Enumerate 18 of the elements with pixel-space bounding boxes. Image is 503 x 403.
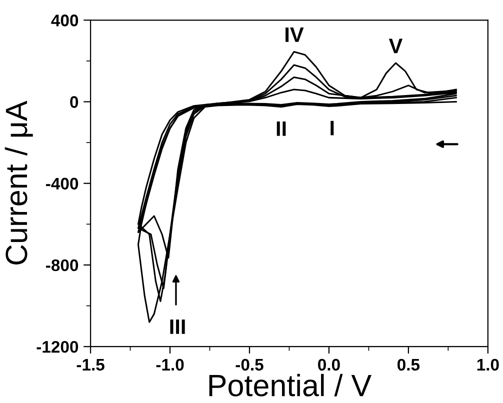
y-tick-label: -400 xyxy=(46,178,78,190)
x-tick-label: 0.5 xyxy=(398,358,420,371)
x-tick-label: 0.0 xyxy=(318,358,340,371)
y-tick-label: 0 xyxy=(70,96,78,108)
x-tick-label: -0.5 xyxy=(236,358,264,371)
x-tick-label: -1.0 xyxy=(156,358,184,371)
x-tick-label: -1.5 xyxy=(76,359,104,371)
y-tick-label: -1200 xyxy=(36,340,78,353)
annotation: III xyxy=(170,320,185,334)
annotation: II xyxy=(276,122,286,136)
annotation: I xyxy=(330,120,334,136)
x-axis-title: Potential / V xyxy=(209,374,372,396)
y-axis-title: Current / μA xyxy=(4,100,33,264)
y-tick-label: -800 xyxy=(46,259,78,272)
annotation: IV xyxy=(286,28,304,42)
annotation: V xyxy=(388,38,403,54)
y-tick-label: 400 xyxy=(51,14,78,26)
x-tick-label: 1.0 xyxy=(477,358,499,371)
